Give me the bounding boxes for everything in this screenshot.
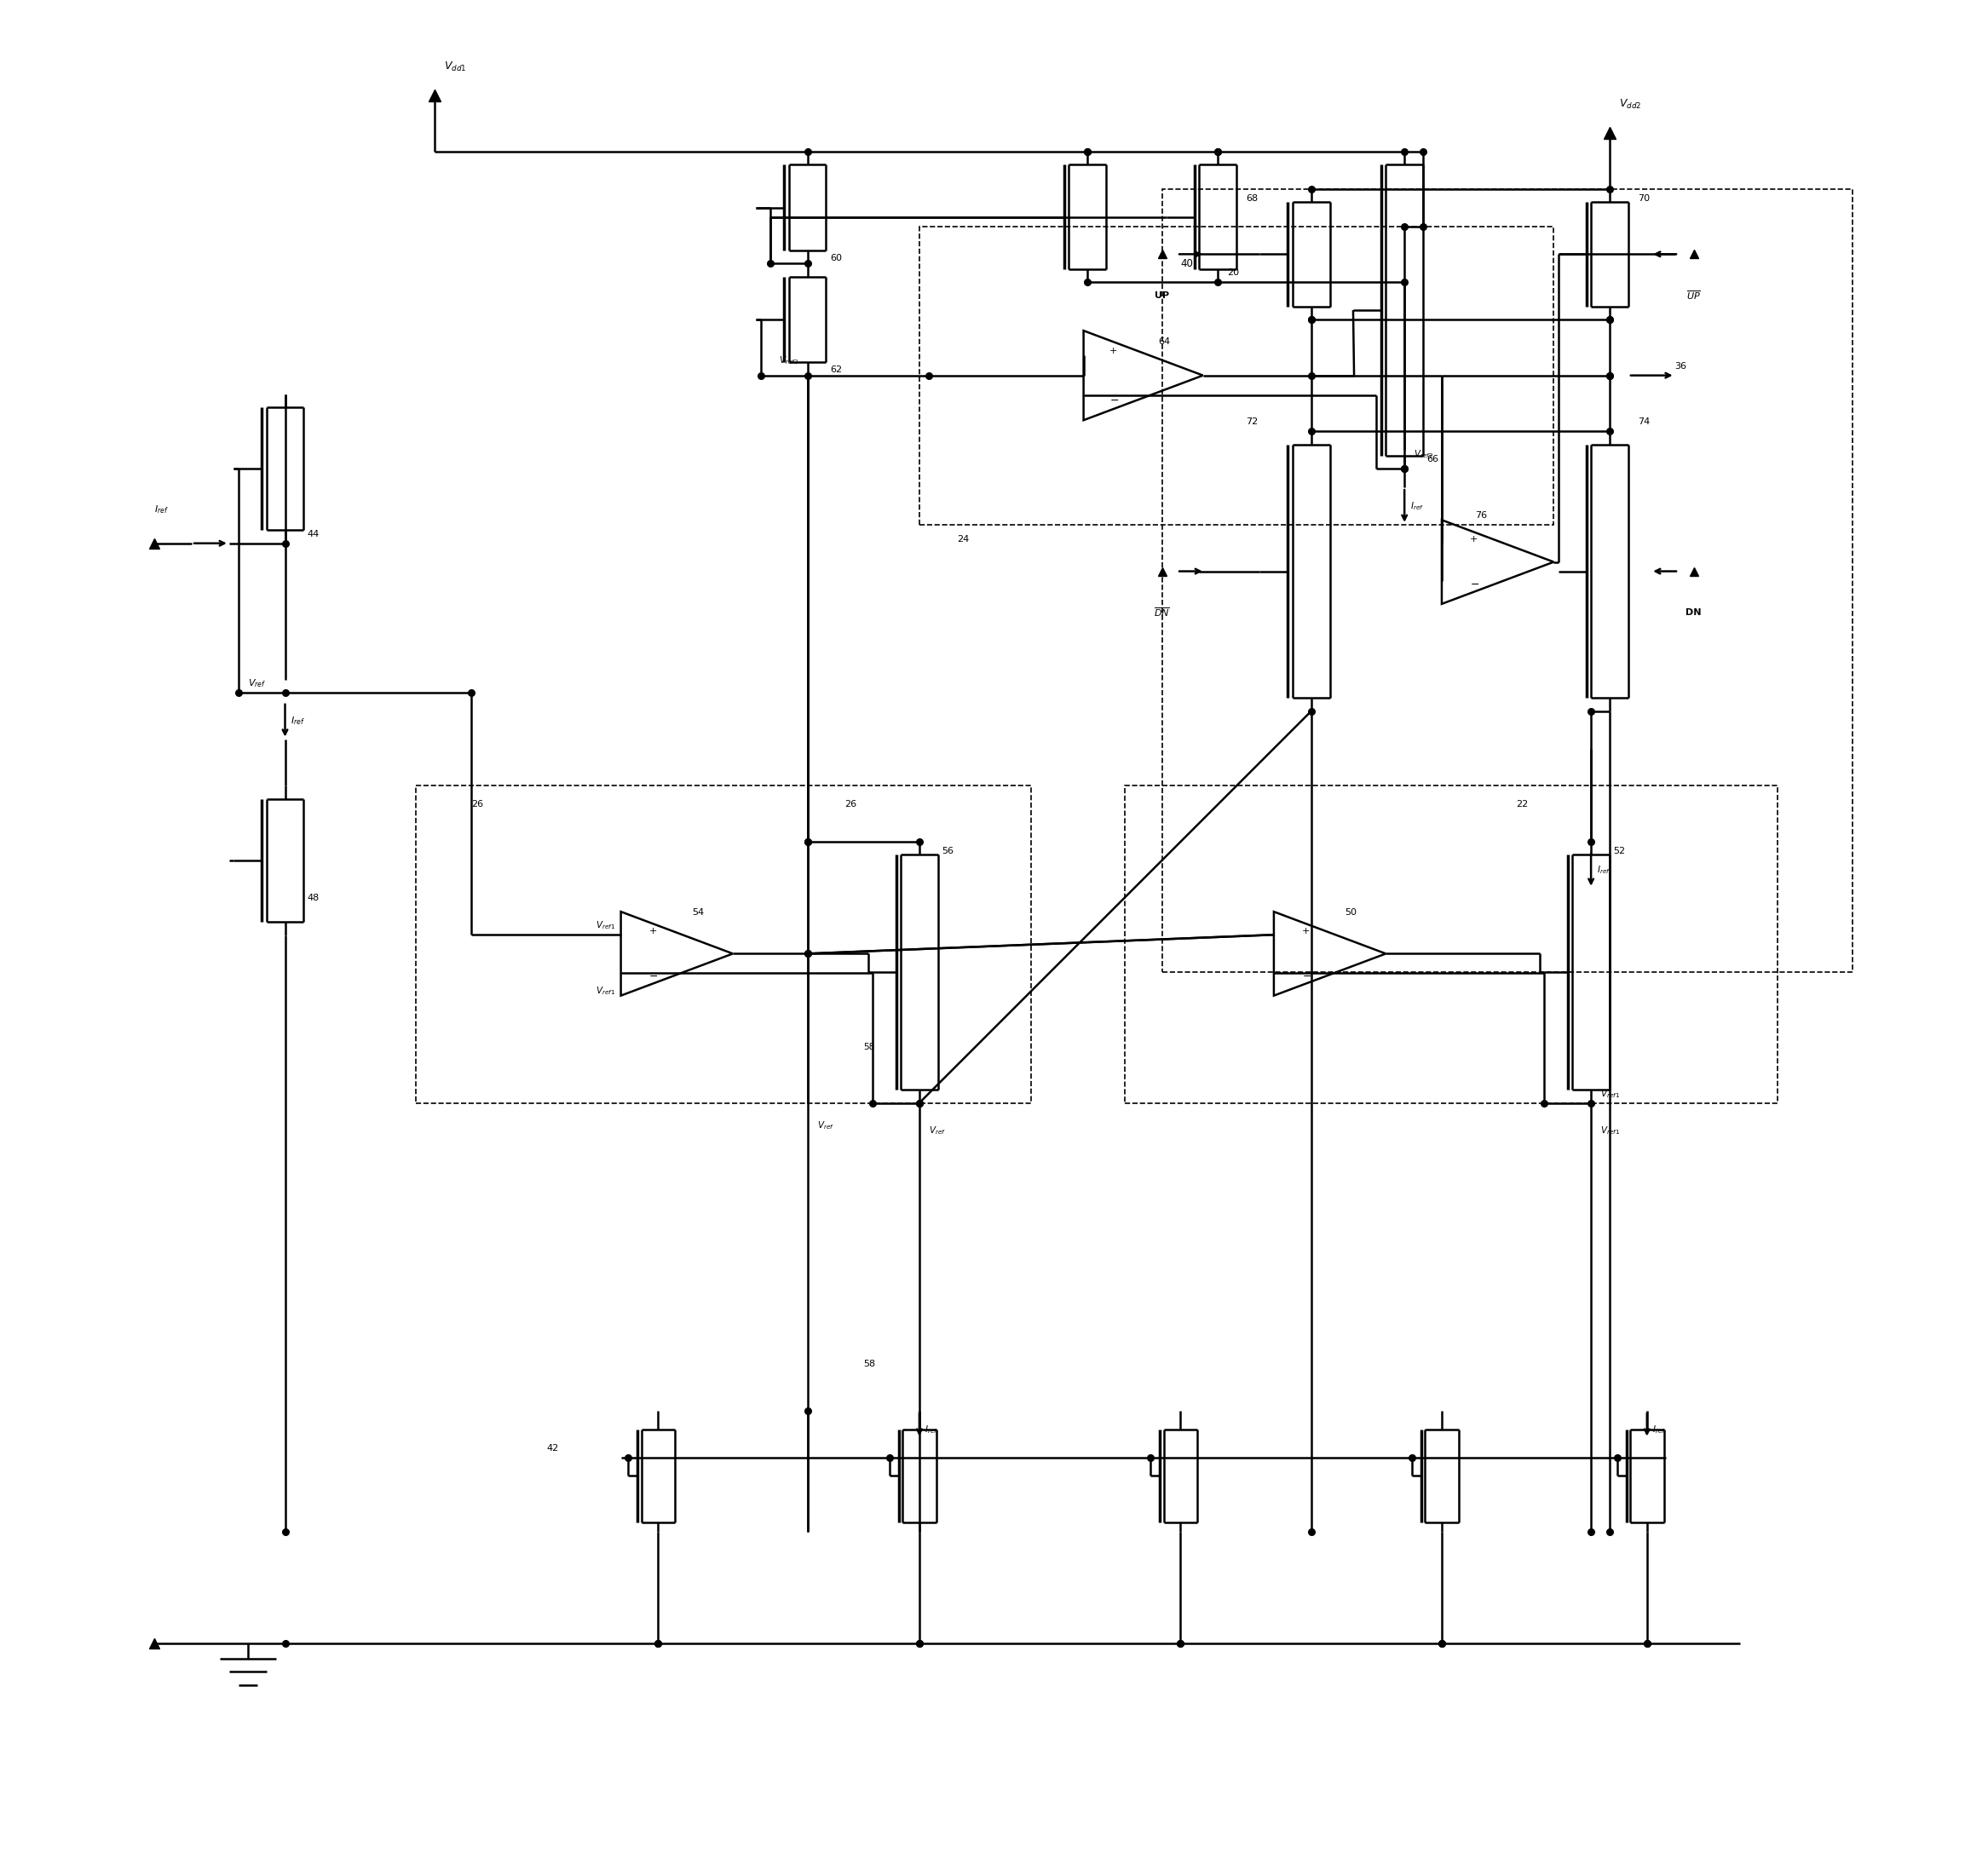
Text: $V_{ref}$: $V_{ref}$ bbox=[817, 1120, 833, 1131]
Text: 68: 68 bbox=[1246, 194, 1258, 202]
Bar bbox=[1125, 785, 1777, 1103]
Text: 48: 48 bbox=[308, 894, 320, 901]
Text: 56: 56 bbox=[942, 847, 954, 855]
Text: 66: 66 bbox=[1427, 454, 1439, 464]
Text: 58: 58 bbox=[863, 1359, 875, 1369]
Text: $V_{dd2}$: $V_{dd2}$ bbox=[1618, 97, 1642, 110]
Text: 20: 20 bbox=[1227, 269, 1239, 277]
Text: $I_{ref}$: $I_{ref}$ bbox=[924, 1423, 938, 1434]
Text: 74: 74 bbox=[1638, 417, 1650, 426]
Text: 40: 40 bbox=[1181, 258, 1193, 269]
Text: 60: 60 bbox=[829, 254, 841, 262]
Text: $\overline{DN}$: $\overline{DN}$ bbox=[1153, 606, 1171, 619]
Text: $V_{ref2}$: $V_{ref2}$ bbox=[1413, 449, 1433, 460]
Text: 42: 42 bbox=[547, 1444, 559, 1453]
Text: UP: UP bbox=[1155, 292, 1169, 299]
Text: $V_{ref1}$: $V_{ref1}$ bbox=[596, 985, 614, 997]
Text: 54: 54 bbox=[692, 909, 704, 916]
Text: $-$: $-$ bbox=[1302, 971, 1312, 982]
Text: +: + bbox=[1302, 928, 1310, 935]
Text: $V_{ref1}$: $V_{ref1}$ bbox=[596, 920, 614, 931]
Text: $V_{ref}$: $V_{ref}$ bbox=[928, 1126, 946, 1137]
Text: 70: 70 bbox=[1638, 194, 1650, 202]
Text: $V_{ref}$: $V_{ref}$ bbox=[248, 677, 266, 688]
Text: 64: 64 bbox=[1159, 338, 1171, 346]
Text: 44: 44 bbox=[308, 529, 320, 539]
Text: +: + bbox=[1469, 535, 1477, 544]
Text: 50: 50 bbox=[1344, 909, 1356, 916]
Text: $-$: $-$ bbox=[648, 971, 658, 982]
Text: +: + bbox=[1109, 348, 1117, 355]
Bar bbox=[918, 226, 1555, 525]
Text: 58: 58 bbox=[863, 1043, 875, 1051]
Text: $V_{ref2}$: $V_{ref2}$ bbox=[779, 353, 797, 367]
Text: $I_{ref}$: $I_{ref}$ bbox=[1409, 499, 1423, 512]
Text: 26: 26 bbox=[471, 800, 483, 808]
Text: 72: 72 bbox=[1246, 417, 1258, 426]
Bar bbox=[1161, 189, 1853, 972]
Bar bbox=[415, 785, 1032, 1103]
Text: 52: 52 bbox=[1614, 847, 1626, 855]
Text: 62: 62 bbox=[829, 365, 841, 374]
Text: $V_{ref1}$: $V_{ref1}$ bbox=[1600, 1126, 1620, 1137]
Text: $V_{ref1}$: $V_{ref1}$ bbox=[1600, 1088, 1620, 1100]
Text: +: + bbox=[648, 928, 656, 935]
Text: $-$: $-$ bbox=[1469, 580, 1479, 589]
Text: $\overline{UP}$: $\overline{UP}$ bbox=[1686, 290, 1702, 301]
Text: $I_{ref}$: $I_{ref}$ bbox=[1596, 864, 1610, 875]
Text: $I_{ref}$: $I_{ref}$ bbox=[1652, 1423, 1666, 1434]
Text: $I_{ref}$: $I_{ref}$ bbox=[290, 714, 304, 726]
Text: $-$: $-$ bbox=[1109, 395, 1119, 406]
Text: 76: 76 bbox=[1475, 511, 1487, 520]
Text: 36: 36 bbox=[1676, 361, 1688, 370]
Text: $I_{ref}$: $I_{ref}$ bbox=[155, 503, 169, 516]
Text: 24: 24 bbox=[956, 535, 968, 544]
Text: 22: 22 bbox=[1517, 800, 1529, 808]
Text: $V_{dd1}$: $V_{dd1}$ bbox=[443, 60, 465, 73]
Text: DN: DN bbox=[1686, 608, 1702, 617]
Text: 26: 26 bbox=[845, 800, 857, 808]
